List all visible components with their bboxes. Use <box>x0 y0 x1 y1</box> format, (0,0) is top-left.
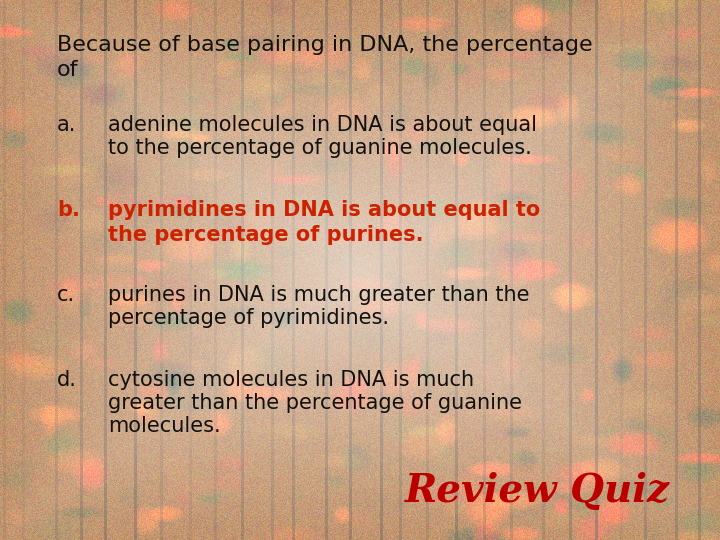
Text: cytosine molecules in DNA is much: cytosine molecules in DNA is much <box>108 370 474 390</box>
Text: molecules.: molecules. <box>108 416 220 436</box>
Text: greater than the percentage of guanine: greater than the percentage of guanine <box>108 393 522 413</box>
Text: of: of <box>57 60 78 80</box>
Text: pyrimidines in DNA is about equal to: pyrimidines in DNA is about equal to <box>108 200 540 220</box>
Text: percentage of pyrimidines.: percentage of pyrimidines. <box>108 308 389 328</box>
Text: b.: b. <box>57 200 80 220</box>
Text: to the percentage of guanine molecules.: to the percentage of guanine molecules. <box>108 138 532 158</box>
Text: purines in DNA is much greater than the: purines in DNA is much greater than the <box>108 285 529 305</box>
Text: c.: c. <box>57 285 75 305</box>
Text: the percentage of purines.: the percentage of purines. <box>108 225 423 245</box>
Text: a.: a. <box>57 115 76 135</box>
Text: Because of base pairing in DNA, the percentage: Because of base pairing in DNA, the perc… <box>57 35 593 55</box>
Text: d.: d. <box>57 370 77 390</box>
Text: Review Quiz: Review Quiz <box>405 472 670 510</box>
Text: adenine molecules in DNA is about equal: adenine molecules in DNA is about equal <box>108 115 537 135</box>
